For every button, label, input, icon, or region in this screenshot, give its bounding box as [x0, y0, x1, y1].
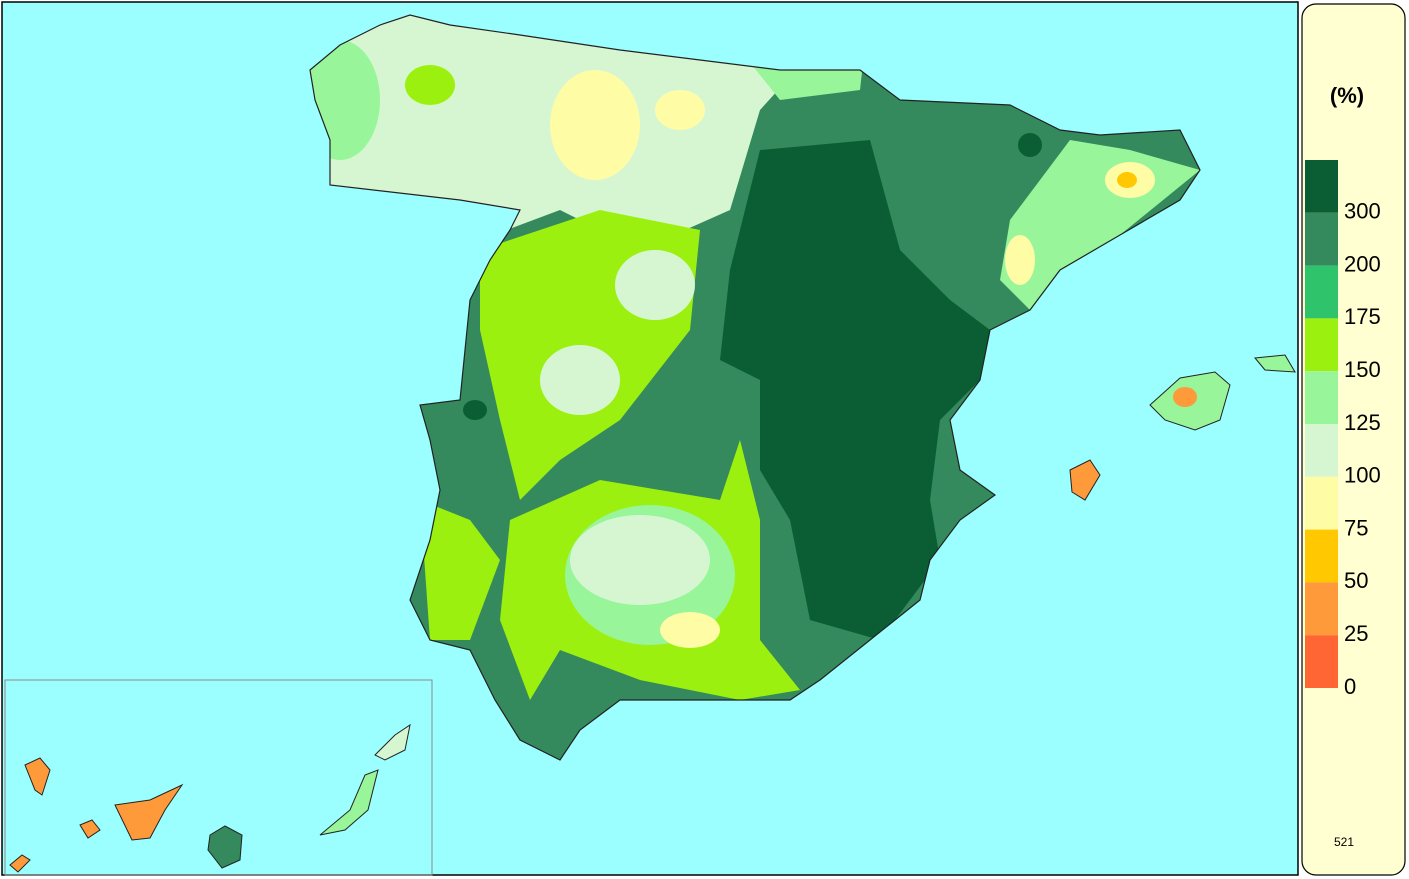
- mallorca-dry: [1173, 387, 1197, 407]
- spain-outline: [309, 14, 1201, 761]
- legend-tick-label: 150: [1344, 357, 1381, 382]
- legend-swatch: [1305, 476, 1338, 530]
- legend-tick-label: 50: [1344, 568, 1368, 593]
- legend-tick-label: 125: [1344, 410, 1381, 435]
- legend-tick-label: 0: [1344, 674, 1356, 699]
- legend-swatch: [1305, 160, 1338, 213]
- map-code: 521: [1334, 835, 1354, 849]
- legend-swatch: [1305, 424, 1338, 477]
- ibiza: [1069, 459, 1101, 501]
- gran-canaria: [207, 825, 243, 869]
- legend-unit: (%): [1330, 83, 1364, 108]
- legend-tick-label: 300: [1344, 199, 1381, 224]
- spain-map: [310, 15, 1200, 760]
- legend-tick-label: 25: [1344, 621, 1368, 646]
- tenerife: [114, 783, 184, 841]
- legend-tick-label: 75: [1344, 515, 1368, 540]
- legend-swatch: [1305, 529, 1338, 583]
- legend-swatch: [1305, 582, 1338, 636]
- canary-inset: [4, 679, 433, 876]
- legend-tick-label: 175: [1344, 304, 1381, 329]
- legend-swatch: [1305, 265, 1338, 319]
- legend: 300 200 175 150 125 100 75 50 25 0: [1305, 160, 1381, 699]
- fuerteventura: [319, 769, 379, 836]
- legend-swatch: [1305, 318, 1338, 372]
- lanzarote: [374, 723, 411, 761]
- legend-swatch: [1305, 371, 1338, 424]
- legend-tick-label: 200: [1344, 251, 1381, 276]
- menorca: [1254, 354, 1296, 373]
- legend-swatch: [1305, 212, 1338, 266]
- legend-tick-label: 100: [1344, 463, 1381, 488]
- el-hierro: [9, 854, 31, 873]
- la-gomera: [79, 819, 101, 839]
- la-palma: [24, 757, 51, 796]
- legend-swatch: [1305, 635, 1338, 688]
